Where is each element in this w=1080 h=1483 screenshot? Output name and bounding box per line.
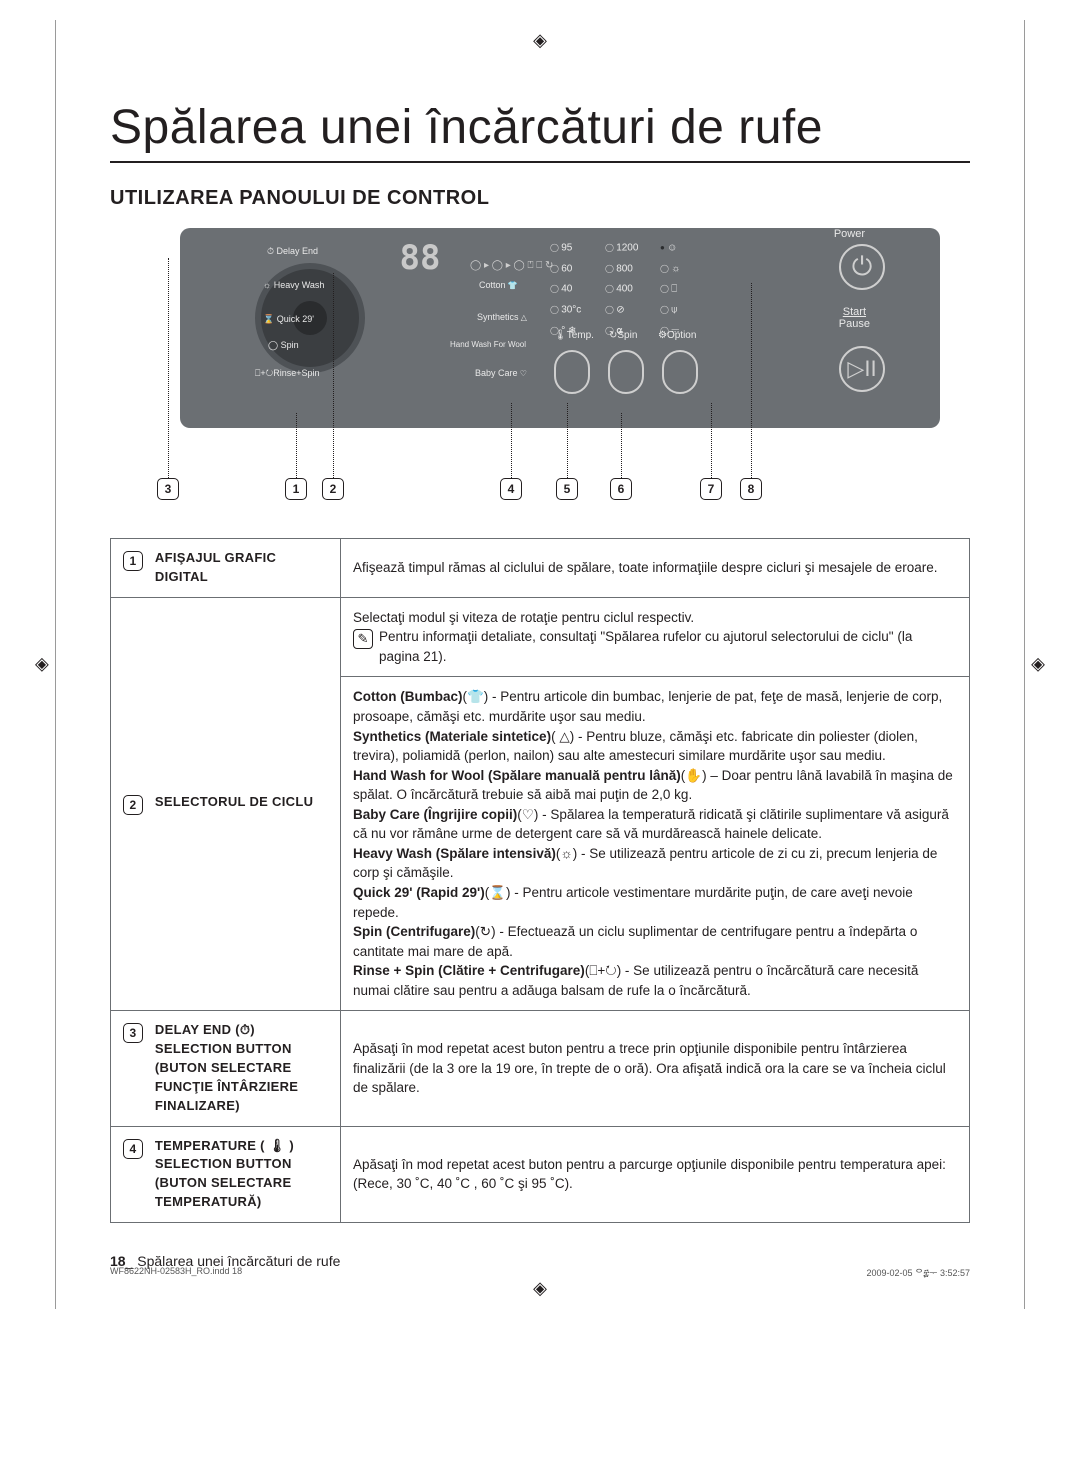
dial-label-synthetics: Synthetics bbox=[477, 312, 527, 322]
row-label-text: AFIŞAJUL GRAFIC DIGITAL bbox=[155, 549, 325, 587]
control-panel-figure: 88 ◯ ▸ ◯ ▸ ◯ ⍞ ⎕ ↻ Delay End Heavy Wash … bbox=[110, 228, 970, 518]
table-row: 1 AFIŞAJUL GRAFIC DIGITAL Afişează timpu… bbox=[111, 539, 970, 598]
print-file: WF8622NH-02583H_RO.indd 18 bbox=[110, 1266, 242, 1279]
crop-mark-bottom: ◈ bbox=[533, 1278, 547, 1299]
status-bar-icons: ◯ ▸ ◯ ▸ ◯ ⍞ ⎕ ↻ bbox=[470, 260, 553, 271]
row-num-icon: 3 bbox=[123, 1023, 143, 1043]
opt-4: ⍦ bbox=[660, 300, 680, 321]
row-desc-cell: Selectaţi modul şi viteza de rotaţie pen… bbox=[341, 597, 970, 1011]
temp-led-column: 95 60 40 30°c ° ❄ bbox=[550, 238, 581, 341]
spin-800: 800 bbox=[605, 259, 638, 280]
temp-button[interactable] bbox=[554, 350, 590, 394]
callout-line bbox=[168, 258, 169, 478]
panel-body: 88 ◯ ▸ ◯ ▸ ◯ ⍞ ⎕ ↻ Delay End Heavy Wash … bbox=[180, 228, 940, 428]
row-label-text: DELAY END (⏱) SELECTION BUTTON (BUTON SE… bbox=[155, 1021, 325, 1115]
dial-label-rinse-spin: ⎕+↻Rinse+Spin bbox=[255, 368, 320, 379]
dial-label-quick29: Quick 29' bbox=[263, 314, 314, 325]
callout-8: 8 bbox=[740, 478, 762, 500]
callout-line bbox=[751, 283, 752, 478]
opt-2: ☼ bbox=[660, 259, 680, 280]
temp-btn-label: 🌡Temp. bbox=[554, 330, 594, 341]
row-label-cell: 2 SELECTORUL DE CICLU bbox=[111, 597, 341, 1011]
spin-1200: 1200 bbox=[605, 238, 638, 259]
temp-60: 60 bbox=[550, 259, 581, 280]
temp-95: 95 bbox=[550, 238, 581, 259]
callout-line bbox=[567, 403, 568, 478]
option-btn-label: ⚙Option bbox=[658, 330, 696, 341]
callout-line bbox=[621, 413, 622, 478]
start-pause-button[interactable]: ▷II bbox=[839, 346, 885, 392]
spin-400: 400 bbox=[605, 279, 638, 300]
temp-30: 30°c bbox=[550, 300, 581, 321]
callout-2: 2 bbox=[322, 478, 344, 500]
spin-button[interactable] bbox=[608, 350, 644, 394]
row-num-icon: 4 bbox=[123, 1139, 143, 1159]
row-label-cell: 1 AFIŞAJUL GRAFIC DIGITAL bbox=[111, 539, 341, 598]
row-desc-cell: Afişează timpul rămas al ciclului de spă… bbox=[341, 539, 970, 598]
callout-1: 1 bbox=[285, 478, 307, 500]
option-button[interactable] bbox=[662, 350, 698, 394]
row-label-text: SELECTORUL DE CICLU bbox=[155, 793, 325, 812]
table-row: 4 TEMPERATURE ( 🌡 ) SELECTION BUTTON (BU… bbox=[111, 1126, 970, 1222]
spin-btn-label: ↻Spin bbox=[609, 330, 637, 341]
table-row: 3 DELAY END (⏱) SELECTION BUTTON (BUTON … bbox=[111, 1011, 970, 1126]
print-job-line: WF8622NH-02583H_RO.indd 18 2009-02-05 ᄋ፰… bbox=[110, 1266, 970, 1279]
spin-nospin: ⊘ bbox=[605, 300, 638, 321]
print-timestamp: 2009-02-05 ᄋ፰ᅮ 3:52:57 bbox=[866, 1266, 970, 1279]
callout-line bbox=[333, 273, 334, 478]
callout-line bbox=[296, 413, 297, 478]
row-label-cell: 3 DELAY END (⏱) SELECTION BUTTON (BUTON … bbox=[111, 1011, 341, 1126]
pause-label-text: Pause bbox=[839, 318, 870, 330]
dial-label-babycare: Baby Care bbox=[475, 368, 527, 378]
row-num-icon: 2 bbox=[123, 795, 143, 815]
callout-line bbox=[711, 403, 712, 478]
callout-4: 4 bbox=[500, 478, 522, 500]
power-button[interactable]: ⏻ bbox=[839, 244, 885, 290]
explanation-table: 1 AFIŞAJUL GRAFIC DIGITAL Afişează timpu… bbox=[110, 538, 970, 1223]
row-label-text: TEMPERATURE ( 🌡 ) SELECTION BUTTON (BUTO… bbox=[155, 1137, 325, 1212]
spin-led-column: 1200 800 400 ⊘ ⍺ bbox=[605, 238, 638, 341]
page-title: Spălarea unei încărcături de rufe bbox=[110, 100, 970, 163]
start-label-text: Start bbox=[843, 306, 866, 318]
page-content: Spălarea unei încărcături de rufe UTILIZ… bbox=[0, 0, 1080, 1329]
temp-40: 40 bbox=[550, 279, 581, 300]
row-desc-cell: Apăsaţi în mod repetat acest buton pentr… bbox=[341, 1126, 970, 1222]
callout-6: 6 bbox=[610, 478, 632, 500]
row-label-cell: 4 TEMPERATURE ( 🌡 ) SELECTION BUTTON (BU… bbox=[111, 1126, 341, 1222]
row-desc-cell: Apăsaţi în mod repetat acest buton pentr… bbox=[341, 1011, 970, 1126]
dial-label-delay-end: Delay End bbox=[267, 246, 318, 257]
option-led-column: ☺ ☼ ⎕ ⍦ ⎓ bbox=[660, 238, 680, 341]
row-num-icon: 1 bbox=[123, 551, 143, 571]
opt-1: ☺ bbox=[660, 238, 680, 259]
table-row: 2 SELECTORUL DE CICLU Selectaţi modul şi… bbox=[111, 597, 970, 1011]
dial-label-handwash: Hand Wash For Wool bbox=[450, 340, 526, 349]
dial-label-spin: Spin bbox=[268, 340, 299, 351]
callout-3: 3 bbox=[157, 478, 179, 500]
callout-7: 7 bbox=[700, 478, 722, 500]
start-pause-label: Start Pause bbox=[839, 306, 870, 330]
opt-3: ⎕ bbox=[660, 279, 680, 300]
dial-label-heavy-wash: Heavy Wash bbox=[263, 280, 324, 290]
section-heading: UTILIZAREA PANOULUI DE CONTROL bbox=[110, 187, 970, 210]
callout-line bbox=[511, 403, 512, 478]
callout-5: 5 bbox=[556, 478, 578, 500]
digital-display: 88 bbox=[385, 233, 455, 283]
dial-label-cotton: Cotton bbox=[479, 280, 518, 290]
power-label: Power bbox=[834, 228, 865, 240]
